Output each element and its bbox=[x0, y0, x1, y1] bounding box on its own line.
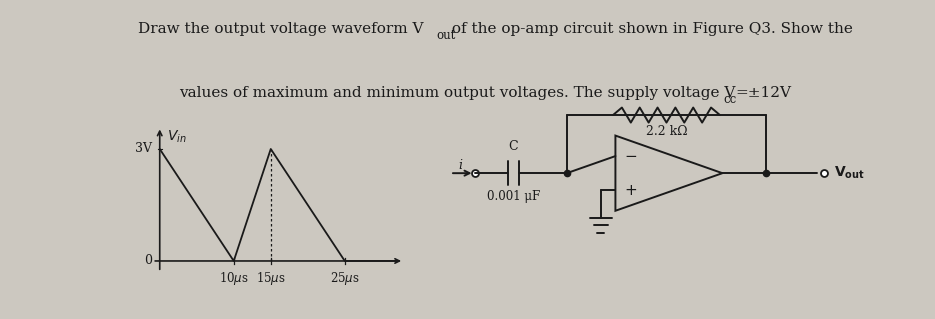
Text: $\mathbf{V_{out}}$: $\mathbf{V_{out}}$ bbox=[834, 165, 865, 182]
Text: 10$\mu$s: 10$\mu$s bbox=[219, 270, 249, 287]
Text: =±12V: =±12V bbox=[736, 86, 792, 100]
Text: values of maximum and minimum output voltages. The supply voltage V: values of maximum and minimum output vol… bbox=[180, 86, 736, 100]
Text: out: out bbox=[437, 29, 456, 42]
Text: 3V: 3V bbox=[136, 143, 152, 155]
Text: $V_{in}$: $V_{in}$ bbox=[167, 129, 187, 145]
Text: 0: 0 bbox=[144, 255, 152, 267]
Text: 2.2 kΩ: 2.2 kΩ bbox=[646, 125, 687, 138]
Text: +: + bbox=[625, 183, 637, 198]
Text: of the op-amp circuit shown in Figure Q3. Show the: of the op-amp circuit shown in Figure Q3… bbox=[447, 22, 853, 36]
Text: Draw the output voltage waveform V: Draw the output voltage waveform V bbox=[138, 22, 424, 36]
Text: C: C bbox=[509, 140, 518, 153]
Text: 0.001 μF: 0.001 μF bbox=[487, 190, 539, 203]
Text: −: − bbox=[625, 149, 637, 164]
Text: cc: cc bbox=[724, 93, 737, 106]
Text: 25$\mu$s: 25$\mu$s bbox=[330, 270, 360, 287]
Text: 15$\mu$s: 15$\mu$s bbox=[256, 270, 286, 287]
Text: i: i bbox=[458, 159, 462, 172]
